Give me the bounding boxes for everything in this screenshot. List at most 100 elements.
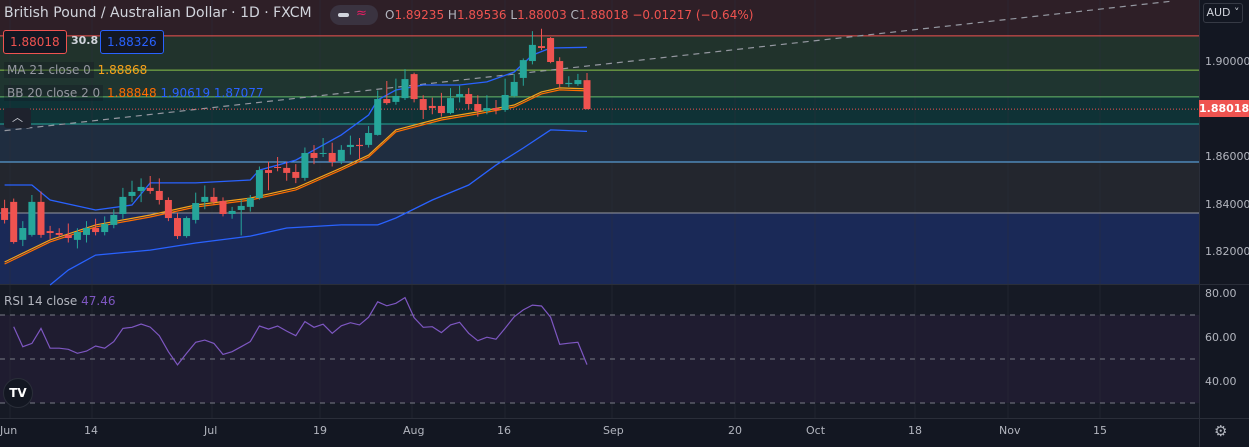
- low-value: 1.88003: [517, 8, 567, 22]
- zone-band: [0, 123, 1199, 162]
- trend-line: [4, 0, 1170, 132]
- tradingview-logo[interactable]: TV: [3, 378, 33, 408]
- price-tick: 1.82000: [1205, 245, 1249, 258]
- candle-body: [10, 201, 18, 243]
- candle-body: [246, 198, 254, 207]
- candle-body: [228, 210, 236, 214]
- rsi-tick: 80.00: [1205, 287, 1237, 300]
- candle-body: [574, 80, 582, 85]
- candle-body: [437, 105, 445, 114]
- minus-icon: [338, 13, 349, 17]
- time-tick: 16: [497, 424, 511, 437]
- candle-body: [465, 94, 473, 105]
- candle-body: [101, 223, 109, 233]
- low-label: L: [510, 8, 518, 22]
- rsi-tick: 60.00: [1205, 331, 1237, 344]
- candle-body: [146, 187, 154, 191]
- candle-body: [255, 170, 263, 199]
- candle-body: [319, 152, 327, 154]
- rsi-label: RSI 14 close: [4, 294, 78, 308]
- time-tick: 15: [1093, 424, 1107, 437]
- candle-body: [274, 166, 282, 168]
- candle-body: [401, 79, 409, 99]
- time-tick: Jun: [0, 424, 18, 437]
- candle-body: [410, 74, 418, 100]
- rsi-band: [0, 315, 1199, 403]
- candle-body: [283, 167, 291, 173]
- change-value: −0.01217 (−0.64%): [632, 8, 754, 22]
- bb-upper-line: [4, 46, 588, 211]
- chevron-up-icon: ︿: [12, 111, 23, 124]
- time-tick: 18: [908, 424, 922, 437]
- price-tick: 1.84000: [1205, 198, 1249, 211]
- open-value: 1.89235: [394, 8, 445, 22]
- candle-body: [474, 104, 482, 111]
- candle-body: [310, 152, 318, 158]
- open-label: O: [385, 8, 395, 22]
- zone-band: [0, 96, 1199, 124]
- high-value: 1.89536: [456, 8, 507, 22]
- collapse-legend-button[interactable]: ︿: [4, 108, 31, 128]
- candle-body: [583, 80, 591, 110]
- ma-legend[interactable]: MA 21 close 0 1.88868: [4, 62, 147, 78]
- candle-body: [519, 60, 527, 78]
- candle-body: [128, 191, 136, 196]
- candle-body: [483, 108, 491, 111]
- price-tick: 1.86000: [1205, 150, 1249, 163]
- ohlc-readout: O1.89235 H1.89536 L1.88003 C1.88018 −0.0…: [385, 8, 753, 22]
- candle-body: [265, 170, 272, 173]
- candle-body: [64, 234, 72, 238]
- candle-body: [556, 61, 564, 85]
- time-tick: Oct: [806, 424, 826, 437]
- candle-body: [492, 108, 500, 110]
- candle-body: [174, 218, 181, 237]
- bb-lower-value: 1.87077: [213, 86, 264, 100]
- candle-body: [510, 81, 518, 96]
- candle-body: [292, 171, 300, 178]
- zone-band: [0, 161, 1199, 214]
- candle-body: [501, 95, 509, 110]
- ma21-line: [4, 87, 588, 263]
- currency-dropdown[interactable]: AUD ˅: [1203, 3, 1243, 23]
- candle-body: [55, 233, 63, 235]
- candle-body: [201, 196, 209, 202]
- zone-band: [0, 0, 1199, 36]
- candle-body: [19, 228, 27, 240]
- high-label: H: [447, 8, 457, 22]
- wave-icon: ≈: [356, 6, 367, 21]
- candle-body: [155, 190, 163, 200]
- candle-body: [428, 105, 436, 109]
- candle-body: [337, 149, 345, 162]
- candle-body: [456, 94, 464, 97]
- candle-body: [210, 196, 218, 202]
- bb-upper-value: 1.90619: [160, 86, 211, 100]
- candle-body: [447, 98, 454, 114]
- candle-body: [383, 99, 391, 104]
- chart-mode-toggle[interactable]: ≈: [330, 5, 378, 25]
- price-tick: 1.90000: [1205, 55, 1249, 68]
- candle-body: [528, 44, 536, 62]
- gear-icon[interactable]: ⚙: [1214, 422, 1228, 440]
- bb-legend[interactable]: BB 20 close 2 0 1.88848 1.90619 1.87077: [4, 85, 264, 101]
- candle-body: [110, 214, 118, 225]
- time-tick: 19: [313, 424, 327, 437]
- rsi-line: [13, 296, 588, 366]
- chevron-down-icon: ˅: [1234, 6, 1240, 19]
- candle-body: [219, 200, 227, 214]
- rsi-legend[interactable]: RSI 14 close 47.46: [4, 294, 116, 308]
- zone-band: [0, 70, 1199, 97]
- candle-body: [547, 38, 555, 62]
- candle-body: [92, 228, 100, 233]
- sell-button[interactable]: 1.88018: [3, 30, 67, 54]
- candle-body: [37, 201, 45, 235]
- candle-body: [374, 99, 382, 135]
- buy-button[interactable]: 1.88326: [100, 30, 164, 54]
- time-tick: 20: [728, 424, 742, 437]
- time-tick: 14: [84, 424, 98, 437]
- candle-body: [183, 218, 191, 237]
- time-tick: Aug: [403, 424, 425, 437]
- candle-body: [365, 133, 373, 145]
- candle-body: [356, 144, 363, 147]
- candle-body: [419, 99, 427, 110]
